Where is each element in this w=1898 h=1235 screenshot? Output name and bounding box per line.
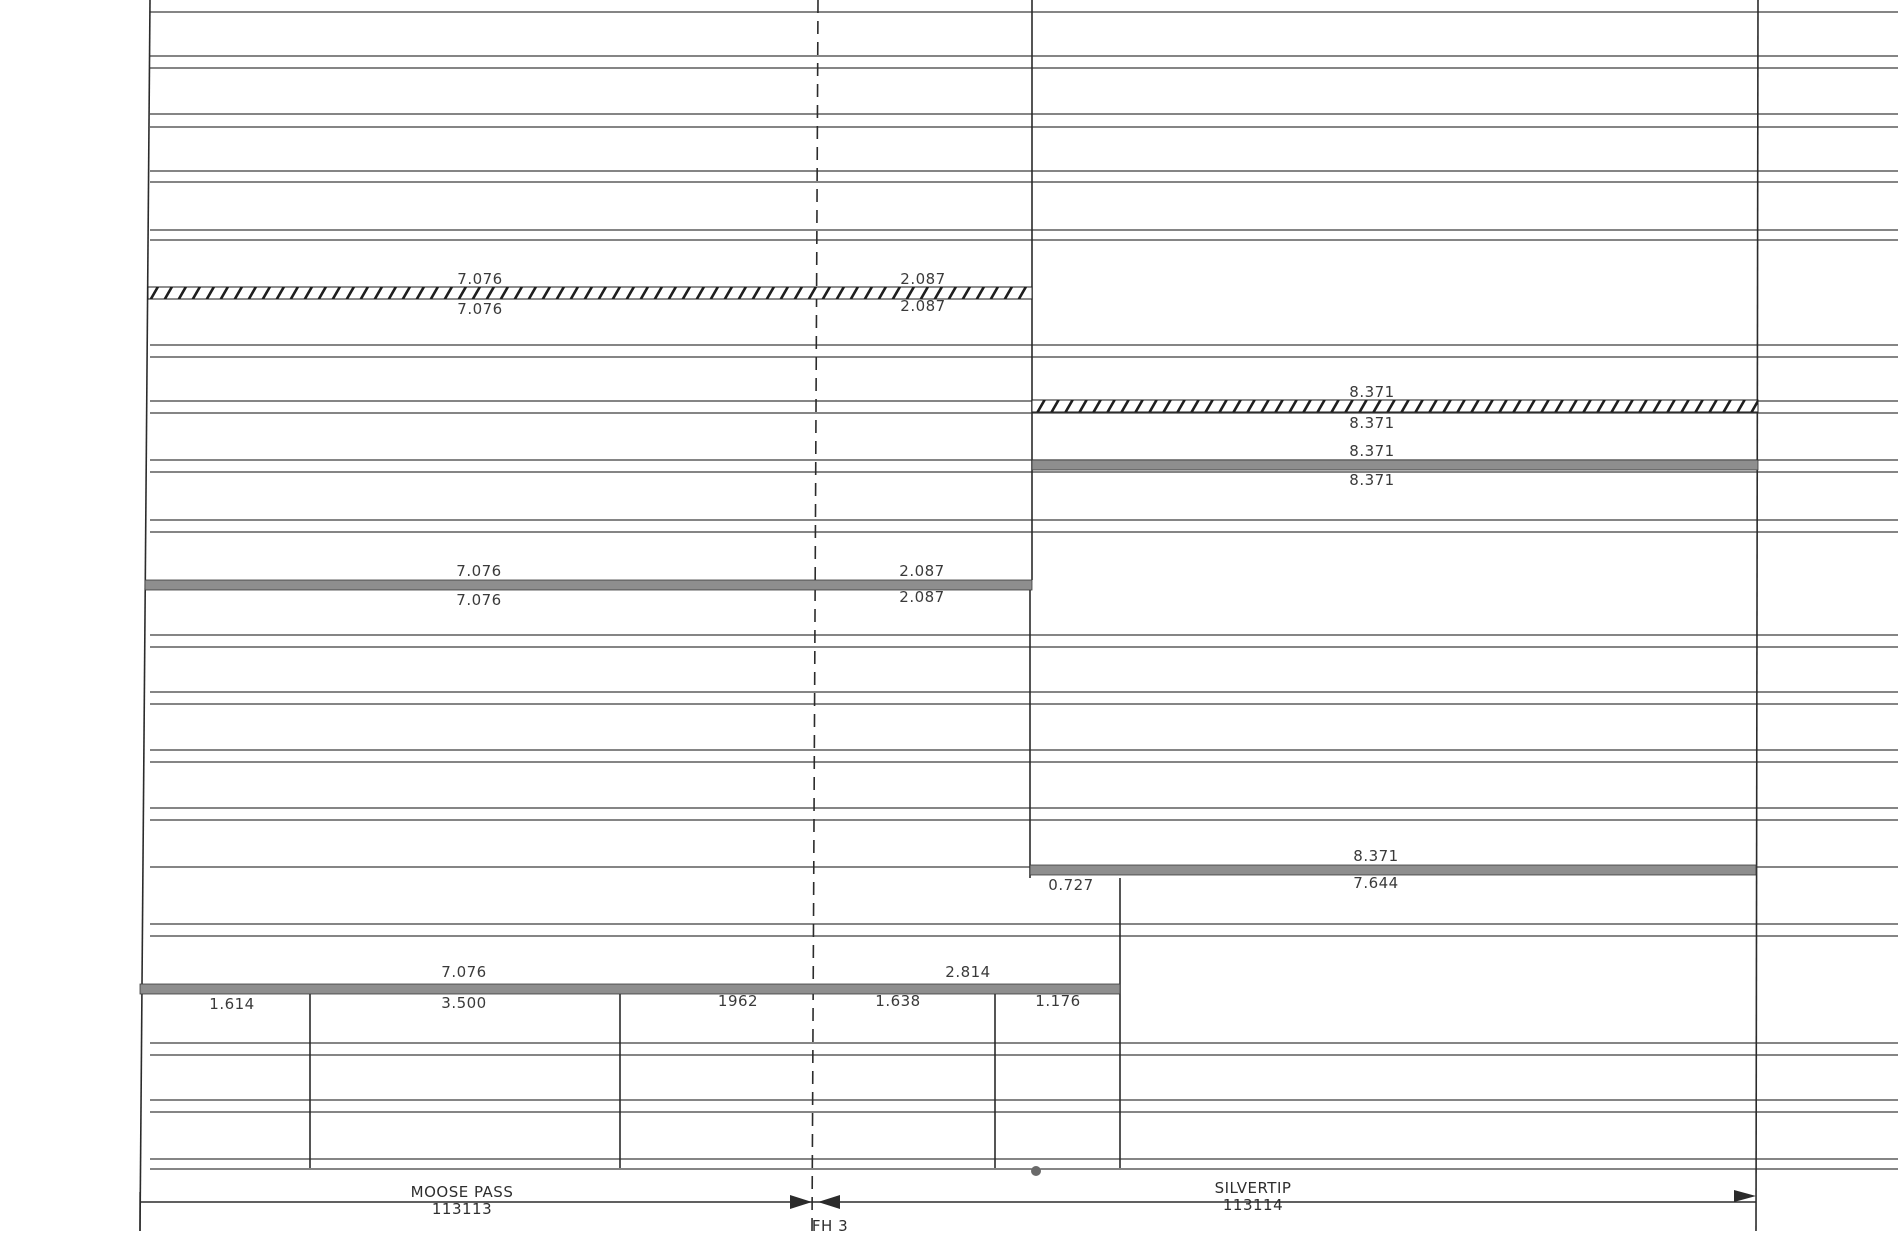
hatched-band-right [1031, 399, 1759, 413]
value-label: 2.087 [899, 588, 945, 606]
ink-blot [1031, 1166, 1041, 1176]
vertical-frame [139, 0, 1759, 1231]
footer-dimension-lines [139, 1192, 1756, 1231]
sub-value-label: 3.500 [441, 994, 487, 1012]
value-label: 8.371 [1349, 383, 1395, 401]
section-code-right: 113114 [1222, 1196, 1284, 1214]
value-label: 2.814 [945, 963, 991, 981]
value-label: 7.076 [456, 562, 502, 580]
value-label: 7.644 [1353, 874, 1399, 892]
value-label: 2.087 [900, 297, 946, 315]
center-boundary-label: FH 3 [811, 1217, 849, 1235]
section-name-right: SILVERTIP [1214, 1179, 1292, 1197]
sub-value-label: 1.638 [875, 992, 921, 1010]
value-label: 7.076 [457, 300, 503, 318]
value-label: 2.087 [899, 562, 945, 580]
sub-value-label: 1.176 [1035, 992, 1081, 1010]
value-label: 7.076 [456, 591, 502, 609]
value-label: 8.371 [1349, 471, 1395, 489]
value-label: 8.371 [1349, 414, 1395, 432]
value-label: 2.087 [900, 270, 946, 288]
horizontal-rules [150, 11, 1898, 1170]
arrowhead-right-start [818, 1195, 840, 1209]
hatched-band-left [147, 286, 1033, 300]
dashed-boundary-line [811, 0, 819, 1231]
value-label: 7.076 [441, 963, 487, 981]
sub-value-label: 1962 [717, 992, 759, 1010]
value-label: 8.371 [1349, 442, 1395, 460]
value-label: 0.727 [1048, 876, 1094, 894]
sub-value-label: 1.614 [209, 995, 255, 1013]
value-label: 7.076 [457, 270, 503, 288]
arrowhead-left-end [790, 1195, 812, 1209]
solid-bands [139, 459, 1759, 995]
section-name-left: MOOSE PASS [410, 1183, 514, 1201]
section-code-left: 113113 [431, 1200, 493, 1218]
arrowhead-right-end [1734, 1190, 1756, 1202]
value-label: 8.371 [1353, 847, 1399, 865]
